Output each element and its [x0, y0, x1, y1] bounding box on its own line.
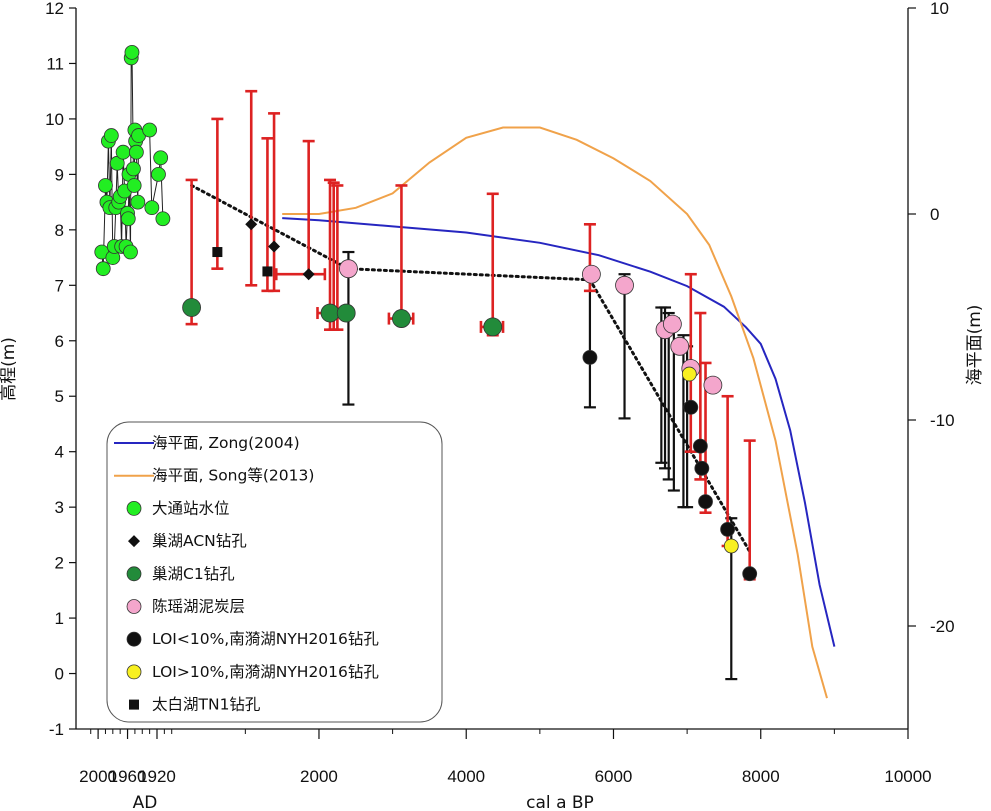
point	[98, 178, 113, 193]
y-left-tick-label: 11	[46, 54, 64, 73]
x-tick-label: 8000	[742, 767, 780, 786]
trend-line	[346, 267, 592, 282]
point	[582, 350, 598, 365]
x-axis-title: cal a BP	[526, 793, 594, 811]
y-left-tick-label: 9	[55, 165, 64, 184]
point	[103, 128, 119, 143]
point	[245, 218, 258, 231]
legend-label: 海平面, Zong(2004)	[152, 434, 300, 452]
point	[128, 144, 144, 160]
legend-swatch-marker	[129, 699, 139, 710]
point	[670, 336, 690, 356]
point	[483, 317, 503, 337]
legend-swatch-marker	[128, 535, 140, 548]
y-right-tick-label: 10	[930, 0, 949, 18]
point	[698, 494, 713, 510]
legend-label: LOI<10%,南漪湖NYH2016钻孔	[152, 630, 379, 648]
point	[212, 247, 223, 258]
y-left-tick-label: 7	[55, 276, 64, 295]
legend-swatch-marker	[126, 664, 142, 680]
y-left-tick-label: 3	[55, 498, 64, 517]
point	[95, 261, 111, 277]
y-left-tick-label: 6	[55, 332, 64, 351]
point	[124, 44, 140, 60]
point	[126, 161, 141, 177]
point	[151, 166, 166, 182]
x-ad-tick-label: 1960	[109, 767, 147, 786]
point	[268, 240, 281, 253]
point	[662, 314, 682, 334]
point	[302, 268, 315, 281]
point	[142, 122, 158, 138]
y-left-tick-label: 8	[55, 221, 64, 240]
legend-label: 巢湖ACN钻孔	[152, 532, 247, 550]
x-tick-label: 10000	[884, 767, 931, 786]
y-left-tick-label: 2	[55, 554, 64, 573]
point	[153, 150, 169, 166]
point	[692, 438, 708, 454]
legend-label: 海平面, Song等(2013)	[152, 467, 314, 485]
legend-label: LOI>10%,南漪湖NYH2016钻孔	[152, 663, 379, 681]
sea-level-curve	[282, 126, 828, 699]
y-axis-right-title: 海平面(m)	[965, 305, 985, 386]
y-left-tick-label: 5	[55, 387, 64, 406]
point	[615, 275, 634, 295]
legend-swatch-marker	[126, 566, 142, 582]
legend-label: 太白湖TN1钻孔	[152, 696, 261, 714]
data-points	[94, 44, 758, 582]
legend-swatch-marker	[126, 599, 142, 614]
x-ad-tick-label: 1920	[138, 767, 176, 786]
x-tick-label: 2000	[300, 767, 338, 786]
y-right-tick-label: -20	[930, 617, 955, 636]
point	[120, 211, 136, 227]
point	[130, 194, 146, 210]
point	[683, 399, 699, 415]
point	[581, 264, 601, 284]
y-axis-left-title: 高程(m)	[0, 337, 19, 401]
sea-level-curves	[282, 126, 836, 699]
point	[262, 266, 273, 277]
point	[694, 460, 710, 476]
point	[126, 178, 142, 193]
y-left-tick-label: -1	[49, 720, 64, 739]
point	[339, 259, 358, 279]
point	[320, 303, 340, 323]
point	[703, 375, 723, 395]
point	[115, 144, 131, 160]
point	[155, 211, 171, 227]
point	[144, 200, 160, 216]
point	[392, 309, 411, 328]
legend-label: 大通站水位	[152, 499, 230, 517]
legend-label: 陈瑶湖泥炭层	[152, 598, 245, 616]
point	[182, 298, 201, 317]
x-tick-label: 6000	[595, 767, 633, 786]
y-left-tick-label: 10	[45, 110, 64, 129]
point	[720, 521, 736, 537]
point	[742, 566, 758, 582]
x-axis-ad-label: AD	[133, 793, 158, 811]
y-right-tick-label: -10	[930, 411, 955, 430]
legend-label: 巢湖C1钻孔	[152, 565, 235, 583]
legend: 海平面, Zong(2004) 海平面, Song等(2013) 大通站水位巢湖AC…	[106, 421, 443, 723]
x-tick-label: 4000	[447, 767, 485, 786]
x-ad-tick-label: 2000	[79, 767, 117, 786]
y-left-tick-label: 0	[55, 665, 64, 684]
y-left-tick-label: 1	[55, 609, 64, 628]
y-left-tick-label: 4	[55, 443, 64, 462]
legend-swatch-marker	[126, 500, 142, 516]
legend-box	[106, 421, 443, 723]
y-left-tick-label: 12	[45, 0, 64, 18]
y-right-tick-label: 0	[930, 205, 939, 224]
point	[336, 303, 356, 323]
sea-level-curve	[282, 217, 836, 647]
legend-swatch-marker	[126, 631, 142, 647]
point	[723, 538, 739, 554]
point	[123, 244, 138, 260]
point	[681, 366, 697, 382]
